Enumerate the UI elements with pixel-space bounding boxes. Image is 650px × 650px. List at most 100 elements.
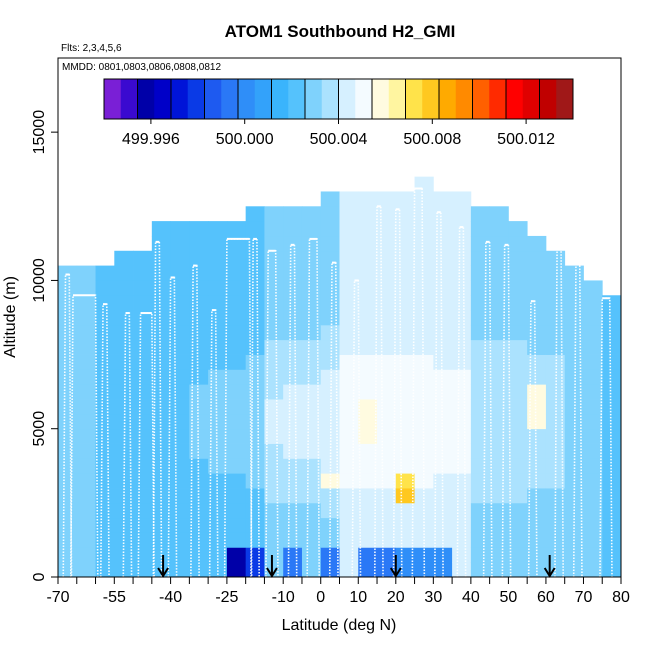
- heatmap-cell: [583, 339, 603, 355]
- heatmap-cell: [245, 488, 265, 504]
- heatmap-cell: [489, 473, 509, 489]
- heatmap-cell: [95, 443, 115, 459]
- heatmap-cell: [226, 458, 247, 474]
- heatmap-cell: [564, 399, 584, 415]
- heatmap-cell: [58, 399, 78, 415]
- heatmap-cell: [226, 339, 247, 355]
- heatmap-cell: [527, 235, 547, 252]
- heatmap-cell: [151, 428, 171, 444]
- heatmap-cell: [226, 354, 247, 370]
- heatmap-cell: [208, 399, 228, 415]
- heatmap-cell: [283, 250, 303, 266]
- heatmap-cell: [489, 562, 509, 578]
- heatmap-cell: [545, 399, 566, 415]
- heatmap-cell: [301, 399, 322, 415]
- heatmap-cell: [170, 532, 190, 548]
- heatmap-cell: [226, 413, 247, 430]
- heatmap-cell: [301, 295, 322, 311]
- heatmap-cell: [602, 339, 622, 355]
- heatmap-cell: [433, 191, 453, 207]
- heatmap-cell: [95, 532, 115, 548]
- heatmap-cell: [358, 399, 378, 415]
- heatmap-cell: [226, 443, 247, 459]
- x-tick-label: 30: [424, 589, 442, 606]
- heatmap-cell: [95, 265, 115, 281]
- heatmap-cell: [189, 384, 209, 400]
- heatmap-cell: [414, 413, 434, 430]
- heatmap-cell: [508, 324, 528, 341]
- heatmap-cell: [283, 502, 303, 519]
- heatmap-cell: [358, 354, 378, 370]
- heatmap-cell: [245, 399, 265, 415]
- heatmap-cell: [189, 324, 209, 341]
- heatmap-cell: [170, 235, 190, 252]
- heatmap-cell: [339, 235, 359, 252]
- heatmap-cell: [58, 384, 78, 400]
- heatmap-cell: [583, 473, 603, 489]
- heatmap-cell: [358, 369, 378, 385]
- heatmap-cell: [133, 428, 153, 444]
- heatmap-cell: [377, 324, 397, 341]
- heatmap-cell: [377, 517, 397, 533]
- heatmap-cell: [151, 473, 171, 489]
- heatmap-cell: [452, 206, 472, 222]
- heatmap-cell: [170, 339, 190, 355]
- heatmap-cell: [395, 532, 415, 548]
- heatmap-cell: [489, 413, 509, 430]
- heatmap-cell: [358, 428, 378, 444]
- heatmap-cell: [489, 502, 509, 519]
- heatmap-cell: [226, 280, 247, 296]
- heatmap-cell: [583, 488, 603, 504]
- heatmap-cell: [283, 280, 303, 296]
- heatmap-cell: [377, 458, 397, 474]
- heatmap-cell: [395, 517, 415, 533]
- heatmap-cell: [527, 413, 547, 430]
- heatmap-cell: [95, 413, 115, 430]
- heatmap-cell: [245, 517, 265, 533]
- heatmap-cell: [470, 369, 491, 385]
- heatmap-cell: [452, 324, 472, 341]
- heatmap-cell: [245, 280, 265, 296]
- heatmap-cell: [339, 265, 359, 281]
- x-tick-label: -40: [159, 589, 182, 606]
- heatmap-cell: [208, 354, 228, 370]
- heatmap-cell: [264, 562, 284, 578]
- heatmap-cell: [339, 547, 359, 563]
- colorbar-swatch: [455, 79, 473, 119]
- heatmap-cell: [114, 354, 134, 370]
- heatmap-cell: [508, 354, 528, 370]
- heatmap-cell: [264, 547, 284, 563]
- heatmap-cell: [564, 295, 584, 311]
- heatmap-cell: [151, 399, 171, 415]
- heatmap-cell: [114, 369, 134, 385]
- heatmap-cell: [414, 280, 434, 296]
- heatmap-cell: [395, 562, 415, 578]
- heatmap-cell: [602, 369, 622, 385]
- heatmap-cell: [133, 443, 153, 459]
- heatmap-cell: [527, 250, 547, 266]
- heatmap-cell: [433, 265, 453, 281]
- heatmap-cell: [151, 324, 171, 341]
- heatmap-cell: [470, 502, 491, 519]
- colorbar-swatch: [338, 79, 356, 119]
- heatmap-cell: [189, 354, 209, 370]
- heatmap-cell: [301, 517, 322, 533]
- heatmap-cell: [470, 324, 491, 341]
- heatmap-cell: [414, 235, 434, 252]
- heatmap-cell: [602, 399, 622, 415]
- heatmap-cell: [76, 532, 96, 548]
- heatmap-cell: [76, 428, 96, 444]
- heatmap-cell: [508, 532, 528, 548]
- chart-title: ATOM1 Southbound H2_GMI: [225, 22, 456, 41]
- heatmap-cell: [339, 250, 359, 266]
- heatmap-cell: [226, 428, 247, 444]
- heatmap-cell: [470, 399, 491, 415]
- heatmap-cell: [564, 428, 584, 444]
- heatmap-cell: [377, 235, 397, 252]
- y-tick-label: 10000: [31, 258, 48, 303]
- arrow-head: [389, 567, 402, 578]
- heatmap-cell: [395, 413, 415, 430]
- colorbar-swatch: [271, 79, 289, 119]
- heatmap-cell: [377, 295, 397, 311]
- heatmap-cell: [527, 324, 547, 341]
